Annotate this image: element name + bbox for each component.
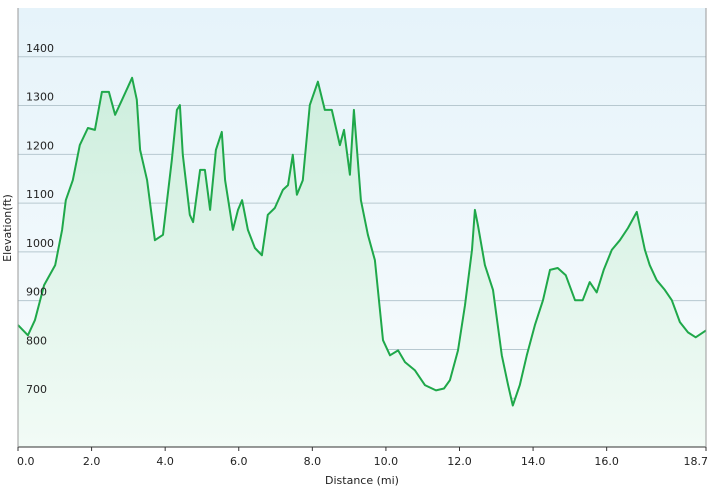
- y-tick-label: 1200: [26, 139, 54, 152]
- x-tick-label: 8.0: [304, 455, 322, 468]
- x-axis-label: Distance (mi): [325, 474, 399, 487]
- y-tick-label: 900: [26, 286, 47, 299]
- x-tick-label: 4.0: [156, 455, 174, 468]
- elevation-line: [17, 76, 707, 407]
- y-tick-label: 1400: [26, 42, 54, 55]
- x-tick-label: 12.0: [447, 455, 472, 468]
- y-tick-label: 800: [26, 334, 47, 347]
- x-tick-label: 16.0: [594, 455, 619, 468]
- area-fill: [18, 77, 706, 448]
- y-tick-label: 1300: [26, 91, 54, 104]
- y-tick-label: 700: [26, 383, 47, 396]
- x-tick-label: 18.7: [684, 455, 709, 468]
- y-tick-label: 1000: [26, 237, 54, 250]
- x-tick-label: 6.0: [230, 455, 248, 468]
- y-axis-label: Elevation(ft): [1, 194, 14, 262]
- x-tick-label: 10.0: [374, 455, 399, 468]
- x-tick-label: 2.0: [83, 455, 101, 468]
- x-tick-label: 0.0: [17, 455, 35, 468]
- y-tick-label: 1100: [26, 188, 54, 201]
- x-tick-label: 14.0: [521, 455, 546, 468]
